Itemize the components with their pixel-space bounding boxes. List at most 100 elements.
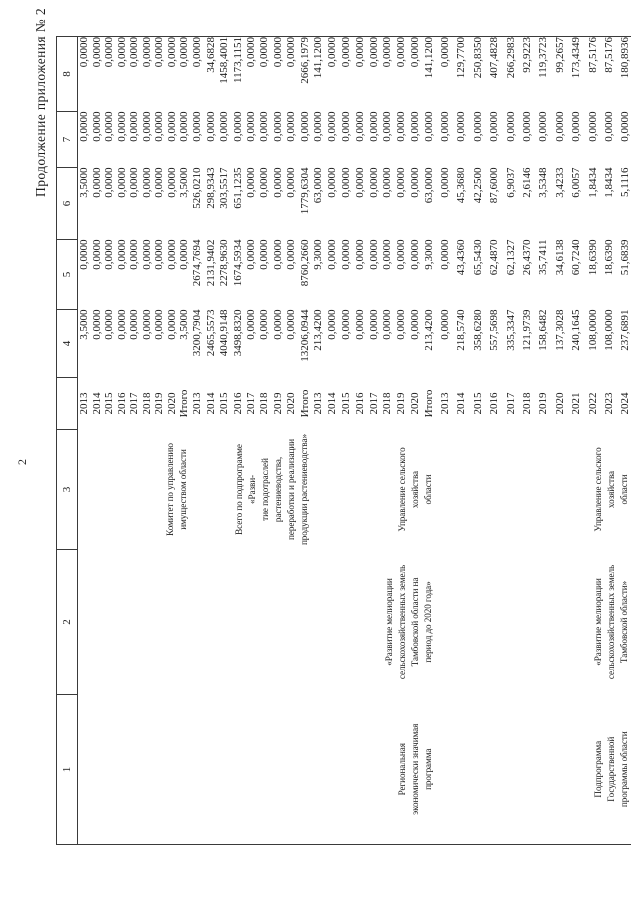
value-cell: 0,0000 xyxy=(244,167,257,198)
year-cell: 2023 xyxy=(602,392,615,415)
value-cell: 0,0000 xyxy=(381,239,394,270)
value-cell: 0,0000 xyxy=(244,309,257,340)
value-cell: 3,5000 xyxy=(78,167,90,198)
year-cell: 2013 xyxy=(191,392,204,415)
value-cell: 0,0000 xyxy=(178,239,190,270)
program-status-cell: Подпрограмма Государственной программы о… xyxy=(593,731,630,808)
value-cell: 2278,9630 xyxy=(218,239,231,287)
year-cell: 2015 xyxy=(103,392,115,415)
value-cell: 8760,2660 xyxy=(298,239,311,287)
value-cell: 0,0000 xyxy=(165,309,178,340)
year-cell: Итого xyxy=(178,389,190,418)
value-cell: 0,0000 xyxy=(218,111,231,142)
value-cell: 0,0000 xyxy=(165,239,178,270)
value-cell: 0,0000 xyxy=(191,37,204,68)
value-cell: 0,0000 xyxy=(231,111,244,142)
value-cell: 2674,7694 xyxy=(191,239,204,287)
table-row: Региональная экономически значимая прогр… xyxy=(311,37,432,845)
value-cell: 0,0000 xyxy=(90,167,103,198)
value-cell: 51,6839 xyxy=(619,239,632,276)
value-cell: 34,6138 xyxy=(553,239,566,276)
value-cell: 0,0000 xyxy=(339,167,352,198)
value-cell: 0,0000 xyxy=(504,111,517,142)
value-cell: 121,9739 xyxy=(521,309,534,351)
value-cell: 9,3000 xyxy=(312,239,325,270)
value-cell: 43,4360 xyxy=(455,239,468,276)
year-cell: 2018 xyxy=(258,392,271,415)
value-cell: 0,0000 xyxy=(353,111,366,142)
value-cell: 0,0000 xyxy=(553,111,566,142)
value-cell: 26,4370 xyxy=(521,239,534,276)
column-number-header: 3 xyxy=(56,429,78,550)
value-cell: 0,0000 xyxy=(326,309,339,340)
value-cell: 0,0000 xyxy=(191,111,204,142)
executor-cell: Комитет по управлению имуществом области xyxy=(165,443,188,536)
value-cell: 0,0000 xyxy=(128,239,140,270)
value-cell: 0,0000 xyxy=(326,37,339,68)
year-cell: 2018 xyxy=(140,392,153,415)
year-cell: 2017 xyxy=(504,392,517,415)
value-cell: 0,0000 xyxy=(339,37,352,68)
program-status-cell: Региональная экономически значимая прогр… xyxy=(396,723,433,815)
year-cell: 2022 xyxy=(586,392,599,415)
page-number: 2 xyxy=(15,459,29,465)
value-cell: 0,0000 xyxy=(488,111,501,142)
year-cell: 2014 xyxy=(455,392,468,415)
value-cell: 0,0000 xyxy=(153,239,165,270)
value-cell: 0,0000 xyxy=(285,167,298,198)
year-cell: 2019 xyxy=(537,392,550,415)
value-cell: 0,0000 xyxy=(395,239,408,270)
program-name-cell: «Развитие мелиорации сельскохозяйственны… xyxy=(383,564,433,680)
value-cell: 0,0000 xyxy=(128,309,140,340)
value-cell: 1,8434 xyxy=(602,167,615,198)
year-column-header xyxy=(56,377,78,430)
value-cell: 0,0000 xyxy=(165,167,178,198)
value-cell: 60,7240 xyxy=(570,239,583,276)
year-cell: 2017 xyxy=(367,392,380,415)
program-status-cell xyxy=(78,695,191,845)
value-cell: 0,0000 xyxy=(165,37,178,68)
value-cell: 0,0000 xyxy=(153,111,165,142)
value-cell: 0,0000 xyxy=(103,167,115,198)
value-cell: 0,0000 xyxy=(381,167,394,198)
table-body: Комитет по управлению имуществом области… xyxy=(78,37,632,845)
year-cell: 2014 xyxy=(204,392,217,415)
value-cell: 0,0000 xyxy=(271,111,284,142)
value-cell: 0,0000 xyxy=(619,111,632,142)
table-row: Комитет по управлению имуществом области… xyxy=(78,37,188,845)
value-cell: 0,0000 xyxy=(381,111,394,142)
year-cell: 2014 xyxy=(326,392,339,415)
value-cell: 0,0000 xyxy=(258,111,271,142)
value-cell: 0,0000 xyxy=(395,167,408,198)
value-cell: 0,0000 xyxy=(103,37,115,68)
value-cell: 99,2657 xyxy=(553,37,566,73)
column-number-header: 2 xyxy=(56,549,78,695)
value-cell: 0,0000 xyxy=(439,309,452,340)
year-cell: 2018 xyxy=(381,392,394,415)
value-cell: 0,0000 xyxy=(353,239,366,270)
year-cell: 2017 xyxy=(128,392,140,415)
value-cell: 0,0000 xyxy=(90,239,103,270)
value-cell: 335,3347 xyxy=(504,309,517,351)
value-cell: 62,1327 xyxy=(504,239,517,276)
value-cell: 1,8434 xyxy=(586,167,599,198)
value-cell: 0,0000 xyxy=(537,111,550,142)
value-cell: 87,5176 xyxy=(586,37,599,73)
value-cell: 0,0000 xyxy=(165,111,178,142)
program-name-cell xyxy=(190,550,311,695)
value-cell: 0,0000 xyxy=(153,309,165,340)
column-number-header: 8 xyxy=(56,36,78,112)
value-cell: 3,5348 xyxy=(537,167,550,198)
program-name-cell xyxy=(78,550,191,695)
value-cell: 0,0000 xyxy=(271,37,284,68)
value-cell: 6,9037 xyxy=(504,167,517,198)
value-cell: 0,0000 xyxy=(408,309,421,340)
program-status-cell xyxy=(190,695,311,845)
value-cell: 0,0000 xyxy=(439,111,452,142)
value-cell: 2131,9402 xyxy=(204,239,217,287)
value-cell: 0,0000 xyxy=(153,167,165,198)
value-cell: 137,3028 xyxy=(553,309,566,351)
year-cell: 2016 xyxy=(353,392,366,415)
value-cell: 87,6000 xyxy=(488,167,501,204)
